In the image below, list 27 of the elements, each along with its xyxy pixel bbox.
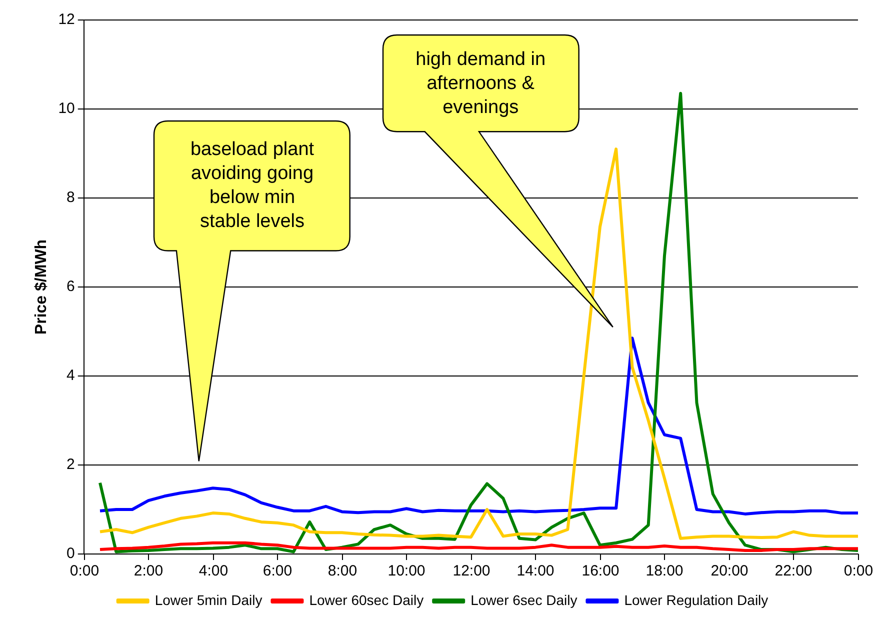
- x-tick-label: 20:00: [710, 562, 748, 580]
- y-tick-label: 12: [58, 11, 75, 28]
- legend-label: Lower 6sec Daily: [470, 592, 578, 608]
- annotation: baseload plant avoiding going below min stable levels: [189, 138, 316, 234]
- y-tick-label: 4: [66, 367, 75, 384]
- y-axis-title: Price $/MWh: [33, 239, 50, 335]
- y-tick-label: 10: [58, 100, 75, 118]
- y-tick-label: 8: [66, 189, 75, 206]
- x-tick-label: 16:00: [582, 562, 620, 580]
- y-tick-label: 0: [66, 545, 75, 562]
- legend-label: Lower Regulation Daily: [624, 592, 768, 608]
- y-tick-label: 6: [66, 278, 75, 296]
- legend-label: Lower 5min Daily: [154, 592, 262, 608]
- x-tick-label: 8:00: [328, 562, 358, 580]
- x-tick-label: 14:00: [516, 562, 554, 580]
- legend-label: Lower 60sec Daily: [309, 592, 424, 608]
- y-tick-label: 2: [66, 456, 75, 474]
- x-tick-label: 0:00: [844, 562, 874, 580]
- x-tick-label: 22:00: [774, 562, 812, 580]
- annotation: high demand in afternoons & evenings: [414, 48, 547, 120]
- x-tick-label: 18:00: [646, 562, 684, 580]
- x-tick-label: 4:00: [198, 562, 228, 580]
- x-tick-label: 0:00: [70, 562, 100, 580]
- x-tick-label: 6:00: [262, 562, 292, 580]
- x-tick-label: 12:00: [452, 562, 490, 580]
- x-tick-label: 10:00: [388, 562, 426, 580]
- x-tick-label: 2:00: [134, 562, 164, 580]
